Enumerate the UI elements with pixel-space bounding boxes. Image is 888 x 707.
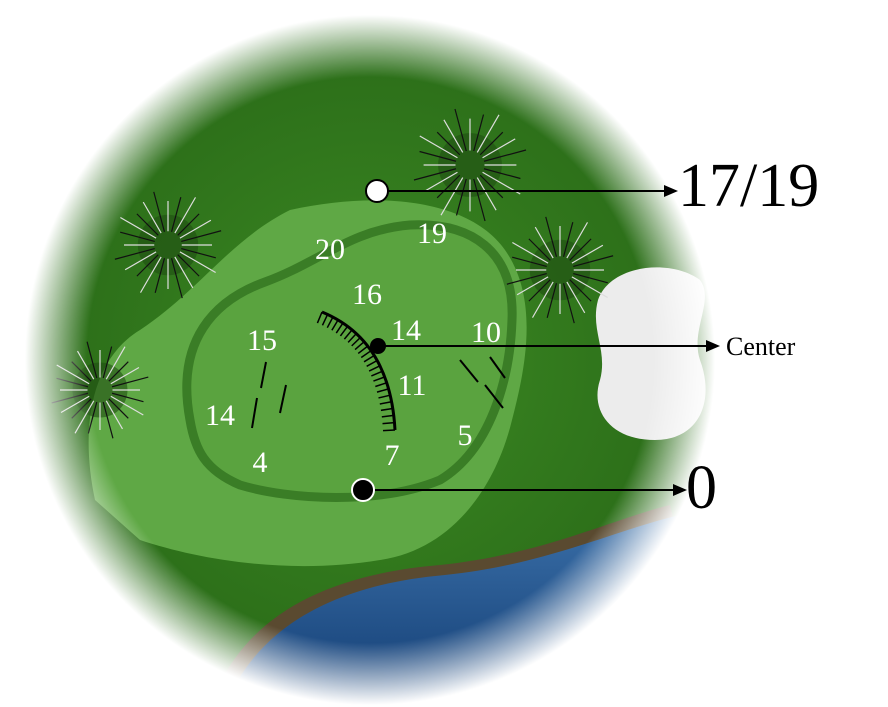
green-number: 5 bbox=[458, 419, 473, 452]
green-number: 10 bbox=[471, 316, 501, 349]
hatch-mark bbox=[383, 430, 395, 431]
green-number: 14 bbox=[205, 399, 235, 432]
green-number: 16 bbox=[352, 278, 382, 311]
green-number: 7 bbox=[385, 439, 400, 472]
green-number: 15 bbox=[247, 324, 277, 357]
green-number: 19 bbox=[417, 217, 447, 250]
green-number: 11 bbox=[398, 369, 427, 402]
green-number: 4 bbox=[253, 446, 268, 479]
center-pin bbox=[370, 338, 386, 354]
green-number: 20 bbox=[315, 233, 345, 266]
hatch-mark bbox=[383, 423, 395, 424]
center-label: Center bbox=[726, 332, 796, 361]
green-number: 14 bbox=[391, 314, 421, 347]
back-pin bbox=[366, 180, 388, 202]
back-label: 17/19 bbox=[678, 152, 819, 220]
front-pin bbox=[352, 479, 374, 501]
bunker bbox=[596, 267, 706, 440]
green-diagram: 17/19 Center 0 20 19 16 14 10 15 11 14 5… bbox=[0, 0, 888, 707]
front-label: 0 bbox=[686, 454, 717, 522]
